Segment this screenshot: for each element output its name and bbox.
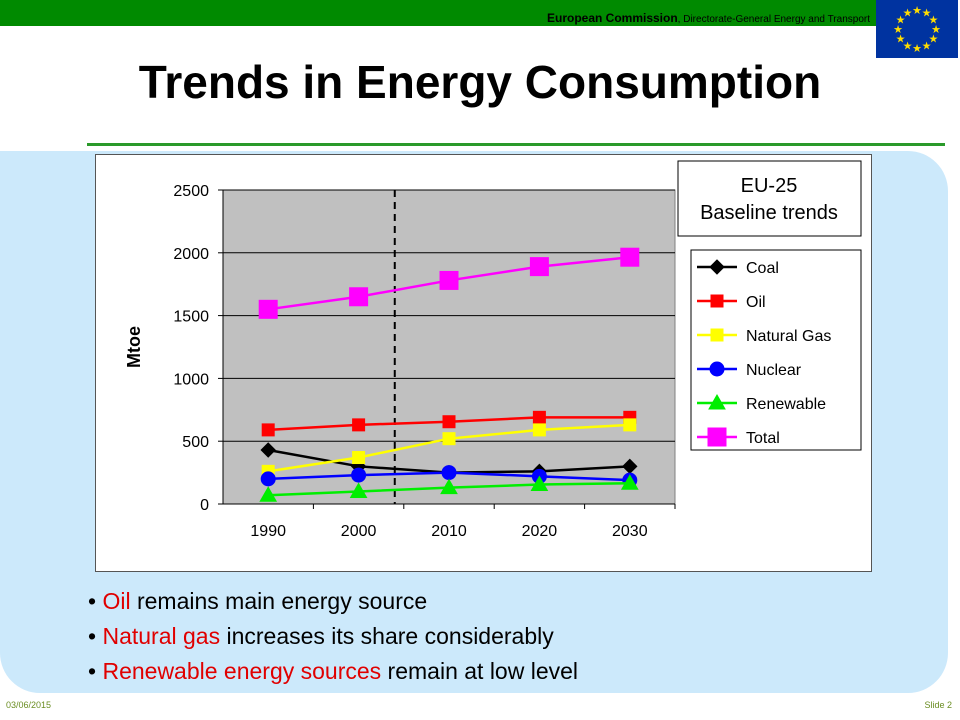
legend-marker-nuclear xyxy=(709,361,725,377)
legend-marker-natural-gas xyxy=(710,328,724,342)
bullet-list: • Oil remains main energy source • Natur… xyxy=(88,584,928,689)
data-point-total xyxy=(439,270,459,290)
data-point-nuclear xyxy=(351,467,367,483)
legend-marker-oil xyxy=(710,294,724,308)
svg-text:★: ★ xyxy=(912,43,922,55)
eu-flag-logo: ★ ★ ★ ★ ★ ★ ★ ★ ★ ★ ★ ★ xyxy=(876,0,958,58)
data-point-total xyxy=(258,299,278,319)
legend-label-oil: Oil xyxy=(746,294,766,311)
data-point-oil xyxy=(352,418,366,432)
svg-text:★: ★ xyxy=(929,34,939,46)
data-point-oil xyxy=(442,415,456,429)
data-point-total xyxy=(529,257,549,277)
legend-marker-renewable xyxy=(708,393,726,410)
y-tick-label: 0 xyxy=(200,497,209,514)
eu-stars-icon: ★ ★★★★★★★★★★★ xyxy=(893,5,941,55)
svg-text:★: ★ xyxy=(912,5,922,17)
legend-label-coal: Coal xyxy=(746,260,779,277)
bullet-highlight: Natural gas xyxy=(102,623,221,649)
chart-container: 0 500 1000 1500 2000 2500 1990 2000 2010 2020 2030… xyxy=(95,154,872,572)
y-tick-label: 1000 xyxy=(173,371,209,388)
y-tick-label: 2500 xyxy=(173,183,209,200)
svg-text:★: ★ xyxy=(903,8,913,20)
annotation-text: Baseline trends xyxy=(700,202,838,224)
legend xyxy=(690,249,862,451)
data-point-total xyxy=(620,247,640,267)
x-tick-label: 2030 xyxy=(612,523,648,540)
svg-text:★: ★ xyxy=(903,40,913,52)
data-point-natural-gas xyxy=(623,418,637,432)
legend-marker-coal xyxy=(709,259,725,275)
bullet-highlight: Oil xyxy=(102,588,131,614)
data-point-oil xyxy=(261,423,275,437)
data-point-natural-gas xyxy=(532,423,546,437)
bullet-item: • Renewable energy sources remain at low… xyxy=(88,658,579,684)
data-point-renewable xyxy=(349,482,368,498)
bullet-text: remain at low level xyxy=(381,658,579,684)
svg-text:★: ★ xyxy=(922,40,932,52)
bullet-item: • Oil remains main energy source xyxy=(88,588,428,614)
legend-label-total: Total xyxy=(746,430,780,447)
x-tick-label: 2000 xyxy=(341,523,377,540)
data-point-renewable xyxy=(440,478,458,495)
legend-label-natural-gas: Natural Gas xyxy=(746,328,831,345)
header-organization: European Commission, Directorate-General… xyxy=(280,11,870,25)
slide-date: 03/06/2015 xyxy=(6,700,52,710)
dg-name: , Directorate-General Energy and Transpo… xyxy=(677,14,870,25)
y-tick-label: 2000 xyxy=(173,246,209,263)
page-title: Trends in Energy Consumption xyxy=(138,56,822,108)
svg-text:★: ★ xyxy=(929,15,939,27)
svg-text:★: ★ xyxy=(931,24,941,36)
y-tick-label: 1500 xyxy=(173,309,209,326)
data-point-renewable xyxy=(259,486,278,502)
bullet-text: remains main energy source xyxy=(130,588,428,614)
bullet-item: • Natural gas increases its share consid… xyxy=(88,623,554,649)
header-bar xyxy=(0,0,876,26)
svg-text:★: ★ xyxy=(922,8,932,20)
legend-label-nuclear: Nuclear xyxy=(746,362,802,379)
data-point-coal xyxy=(260,442,276,458)
data-point-total xyxy=(349,287,369,307)
annotation-text: EU-25 xyxy=(741,175,798,197)
x-tick-label: 2020 xyxy=(522,523,558,540)
bullet-highlight: Renewable energy sources xyxy=(102,658,382,684)
svg-text:★: ★ xyxy=(896,34,906,46)
legend-marker-total xyxy=(707,427,727,447)
data-point-renewable xyxy=(620,474,639,490)
data-point-renewable xyxy=(530,475,549,492)
svg-text:★: ★ xyxy=(896,15,906,27)
legend-label-renewable: Renewable xyxy=(746,396,826,413)
x-tick-label: 2010 xyxy=(431,523,467,540)
plot-area xyxy=(222,189,676,505)
data-point-natural-gas xyxy=(442,432,456,446)
bullet-text: increases its share considerably xyxy=(220,623,554,649)
y-tick-label: 500 xyxy=(182,434,209,451)
svg-text:★: ★ xyxy=(893,24,903,36)
data-point-natural-gas xyxy=(352,451,366,465)
annotation-box xyxy=(677,160,862,237)
data-point-oil xyxy=(532,410,546,424)
title-divider xyxy=(87,143,945,146)
data-point-nuclear xyxy=(260,471,276,487)
slide-number: Slide 2 xyxy=(924,700,952,710)
y-axis-label: Mtoe xyxy=(124,326,144,368)
energy-consumption-chart: 0 500 1000 1500 2000 2500 1990 2000 2010 2020 2030… xyxy=(124,160,862,540)
x-tick-label: 1990 xyxy=(250,523,286,540)
org-name: European Commission xyxy=(546,11,678,25)
data-point-nuclear xyxy=(441,465,457,481)
